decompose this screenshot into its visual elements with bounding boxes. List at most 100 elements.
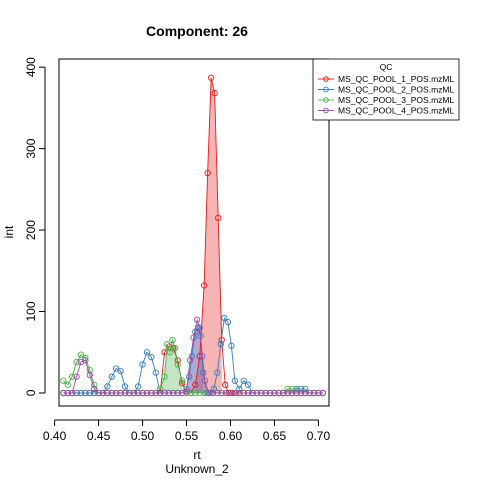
data-point-s2-34 [200, 369, 207, 376]
data-point-s4-35 [205, 389, 212, 397]
data-point-s3-1 [64, 381, 71, 388]
data-point-s4-40 [227, 389, 234, 397]
data-point-s4-46 [253, 389, 261, 397]
data-point-s2-19 [143, 349, 151, 356]
data-point-s4-27 [178, 389, 186, 397]
data-point-s4-24 [165, 389, 173, 397]
peak-area-2 [189, 327, 204, 393]
data-point-s2-45 [240, 377, 247, 384]
y-tick-label-0: 0 [24, 389, 38, 396]
x-axis-sublabel: Unknown_2 [165, 462, 229, 476]
plot-area [60, 74, 326, 397]
data-point-s2-10 [104, 383, 111, 390]
data-point-s3-6 [86, 367, 93, 374]
data-point-s4-12 [113, 389, 120, 397]
data-point-s2-39 [217, 340, 224, 348]
legend-marker-4 [323, 107, 329, 114]
data-point-s3-27 [171, 345, 179, 352]
x-tick-label-1: 0.45 [87, 429, 111, 443]
peak-area-1 [195, 77, 222, 393]
data-point-s4-53 [284, 389, 291, 397]
x-axis-label: rt [193, 448, 201, 462]
data-point-s2-38 [214, 369, 221, 376]
data-point-s2-29 [186, 373, 193, 380]
data-point-s4-45 [249, 389, 256, 397]
data-point-s4-38 [218, 389, 225, 397]
data-point-s4-18 [139, 389, 146, 397]
chart-title: Component: 26 [146, 23, 248, 39]
data-point-s2-57 [293, 385, 300, 393]
y-tick-label-1: 100 [24, 301, 38, 321]
data-point-s1-34 [207, 74, 215, 81]
data-point-s4-32 [196, 324, 203, 331]
data-point-s4-49 [266, 389, 274, 397]
data-point-s3-25 [166, 349, 173, 356]
data-point-s4-26 [174, 389, 181, 397]
data-point-s3-29 [178, 377, 186, 384]
data-point-s3-32 [192, 389, 199, 397]
data-point-s4-58 [306, 389, 313, 397]
data-point-s4-14 [121, 389, 129, 397]
data-point-s3-31 [187, 389, 195, 397]
x-tick-label-4: 0.60 [219, 429, 243, 443]
data-point-s3-34 [200, 389, 208, 397]
data-point-s3-54 [288, 385, 296, 393]
data-point-s4-2 [69, 389, 76, 397]
data-point-s4-7 [91, 385, 98, 393]
data-point-s2-37 [210, 385, 217, 393]
data-point-s4-57 [302, 389, 309, 397]
data-point-s4-37 [214, 389, 221, 397]
data-point-s4-22 [156, 389, 164, 397]
axes: 0.40 0.45 0.50 0.55 0.60 0.65 0.70 0 100 200 300 40… [24, 57, 330, 443]
data-point-s2-14 [121, 383, 129, 390]
plot-frame [58, 58, 330, 407]
data-point-s3-24 [164, 340, 171, 348]
data-point-s2-3 [73, 389, 80, 397]
data-point-s4-39 [222, 389, 230, 397]
data-point-s3-4 [77, 351, 85, 358]
x-tick-label-0: 0.40 [43, 429, 67, 443]
data-point-s4-16 [130, 389, 137, 397]
data-point-s4-31 [193, 316, 201, 323]
data-point-s4-6 [86, 371, 93, 379]
data-point-s2-20 [148, 353, 155, 361]
data-point-s4-17 [134, 389, 142, 397]
data-point-s2-59 [302, 385, 309, 393]
data-point-s4-19 [143, 389, 151, 397]
data-point-s1-32 [200, 282, 208, 289]
data-point-s2-46 [244, 381, 252, 388]
data-point-s4-20 [148, 389, 155, 397]
data-point-s4-4 [77, 358, 85, 366]
data-point-s4-11 [108, 389, 115, 397]
data-point-s4-13 [117, 389, 124, 397]
data-point-s4-48 [262, 389, 269, 397]
data-point-s3-33 [196, 389, 203, 397]
data-point-s2-30 [188, 353, 195, 360]
data-point-s2-6 [86, 389, 93, 397]
data-point-s3-26 [169, 336, 176, 344]
data-point-s3-0 [60, 377, 67, 384]
data-point-s4-59 [310, 389, 318, 397]
data-point-s2-13 [117, 367, 124, 375]
data-point-s2-44 [236, 385, 243, 393]
data-point-s4-29 [186, 357, 194, 364]
data-point-s4-8 [95, 389, 102, 397]
data-point-s4-5 [82, 357, 89, 364]
y-axis-label: int [2, 225, 16, 238]
data-point-s2-40 [221, 314, 228, 322]
data-point-s2-7 [91, 389, 98, 397]
data-point-s2-4 [77, 389, 85, 397]
data-point-s2-11 [108, 373, 115, 380]
data-point-s4-43 [240, 389, 247, 397]
data-point-s4-47 [258, 389, 265, 397]
data-point-s3-23 [161, 373, 168, 380]
data-point-s4-25 [170, 389, 177, 397]
series-line-4 [63, 317, 323, 394]
legend-marker-3 [323, 97, 329, 103]
data-point-s4-28 [183, 388, 190, 395]
data-point-s3-53 [284, 385, 291, 393]
data-point-s4-0 [60, 389, 67, 397]
legend-title: QC [380, 62, 393, 72]
data-point-s1-38 [222, 381, 229, 388]
